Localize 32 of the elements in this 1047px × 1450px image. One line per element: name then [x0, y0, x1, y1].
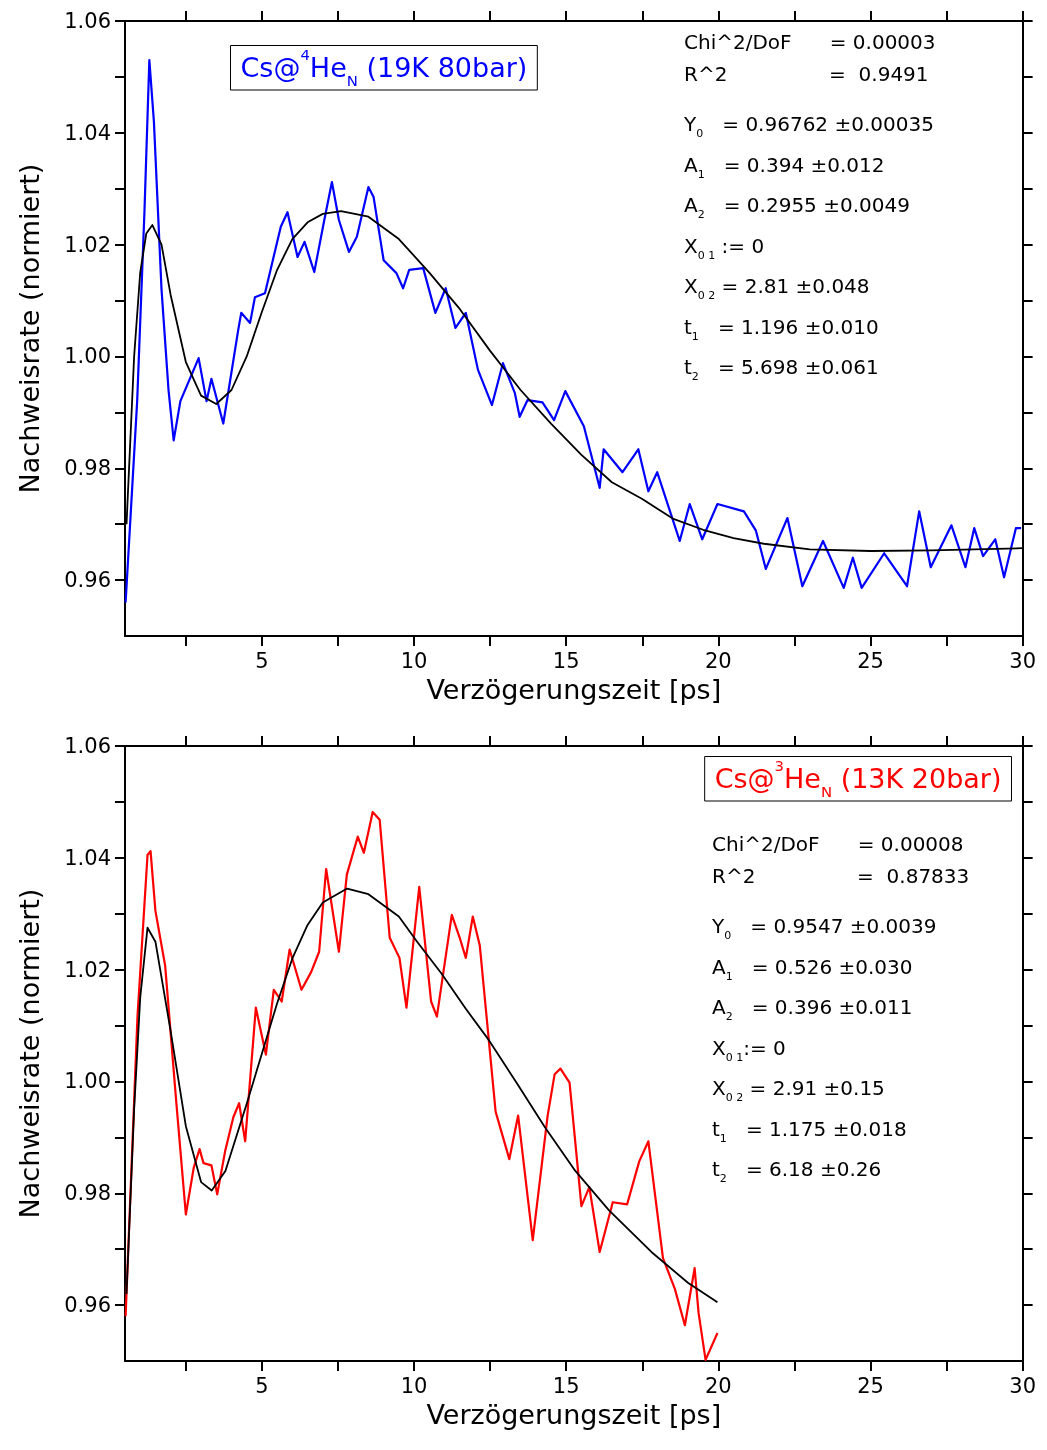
y-tick-label: 1.06 [64, 9, 111, 33]
x-tick-label: 20 [704, 1373, 732, 1398]
annotation: R^2 = 0.9491 [684, 62, 929, 86]
annotation: Chi^2/DoF = 0.00003 [684, 30, 936, 54]
annotation: R^2 = 0.87833 [712, 864, 970, 888]
x-tick-label: 20 [704, 648, 732, 673]
x-tick-label: 30 [1009, 1373, 1037, 1398]
x-tick-label: 25 [857, 1373, 884, 1398]
x-axis-title: Verzögerungszeit [ps] [426, 674, 722, 705]
y-tick-label: 0.96 [64, 568, 111, 593]
x-axis-title: Verzögerungszeit [ps] [426, 1399, 722, 1430]
y-tick-label: 1.04 [64, 120, 111, 145]
y-tick-label: 1.00 [64, 344, 111, 369]
x-tick-label: 15 [552, 648, 580, 673]
y-tick-label: 0.98 [64, 456, 111, 481]
x-tick-label: 25 [857, 648, 884, 673]
x-tick-label: 10 [400, 1373, 428, 1398]
x-tick-label: 15 [552, 1373, 580, 1398]
y-tick-label: 1.02 [64, 232, 111, 257]
x-tick-label: 5 [255, 1373, 269, 1398]
y-tick-label: 0.98 [64, 1181, 111, 1206]
x-tick-label: 5 [255, 648, 269, 673]
y-tick-label: 0.96 [64, 1293, 111, 1318]
annotation: Chi^2/DoF = 0.00008 [712, 832, 964, 856]
y-tick-label: 1.04 [64, 845, 111, 870]
x-tick-label: 30 [1009, 648, 1037, 673]
y-tick-label: 1.06 [64, 734, 111, 758]
x-tick-label: 10 [400, 648, 428, 673]
y-axis-title: Nachweisrate (normiert) [14, 888, 45, 1219]
y-tick-label: 1.02 [64, 957, 111, 982]
y-tick-label: 1.00 [64, 1069, 111, 1094]
y-axis-title: Nachweisrate (normiert) [14, 163, 45, 494]
